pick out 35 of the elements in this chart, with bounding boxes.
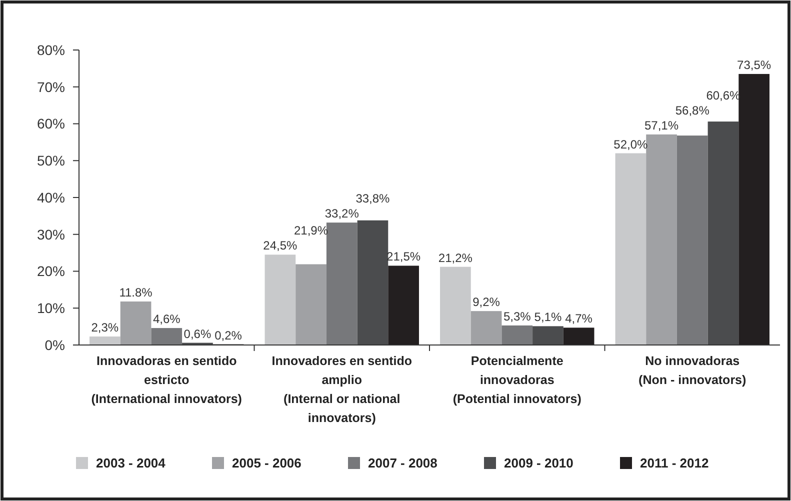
y-tick-label: 50% <box>36 152 65 169</box>
data-label: 33,8% <box>356 192 390 206</box>
data-label: 57,1% <box>644 118 679 132</box>
y-tick-label: 40% <box>36 189 65 206</box>
y-tick-label: 10% <box>36 300 65 316</box>
data-label: 2,3% <box>91 320 119 335</box>
legend-label: 2009 - 2010 <box>504 456 574 471</box>
y-tick-label: 80% <box>36 42 65 58</box>
legend-label: 2005 - 2006 <box>232 456 302 471</box>
y-tick-label: 20% <box>36 263 65 280</box>
data-label: 0,2% <box>214 328 242 342</box>
data-label: 5,1% <box>534 310 562 324</box>
data-label: 33,2% <box>324 206 360 221</box>
data-label: 9,2% <box>472 295 500 310</box>
y-tick-label: 60% <box>36 116 65 132</box>
x-tick-label: Innovadores en sentido amplio (Internal or national innovators) <box>272 354 412 425</box>
y-tick-label: 30% <box>36 226 65 242</box>
data-label: 24,5% <box>263 238 298 253</box>
x-tick-label: No innovadoras (Non - innovators) <box>638 354 746 387</box>
y-tick-label: 0% <box>44 336 65 353</box>
data-label: 73,5% <box>737 58 772 72</box>
legend-label: 2007 - 2008 <box>368 456 438 471</box>
data-label: 5,3% <box>503 309 532 324</box>
y-tick-label: 70% <box>36 78 65 95</box>
data-label: 52,0% <box>614 137 648 152</box>
data-label: 21,2% <box>438 250 473 265</box>
data-label: 4,7% <box>565 312 593 326</box>
data-label: 11.8% <box>119 285 153 300</box>
data-label: 0,6% <box>184 326 212 341</box>
x-tick-label: Potencialmente innovadoras (Potential innovators) <box>452 354 582 406</box>
data-label: 4,6% <box>152 312 181 326</box>
data-label: 56,8% <box>675 103 710 118</box>
legend-label: 2003 - 2004 <box>96 456 166 471</box>
legend-label: 2011 - 2012 <box>640 456 709 471</box>
x-tick-label: Innovadoras en sentido estricto (International innovators) <box>91 354 242 406</box>
